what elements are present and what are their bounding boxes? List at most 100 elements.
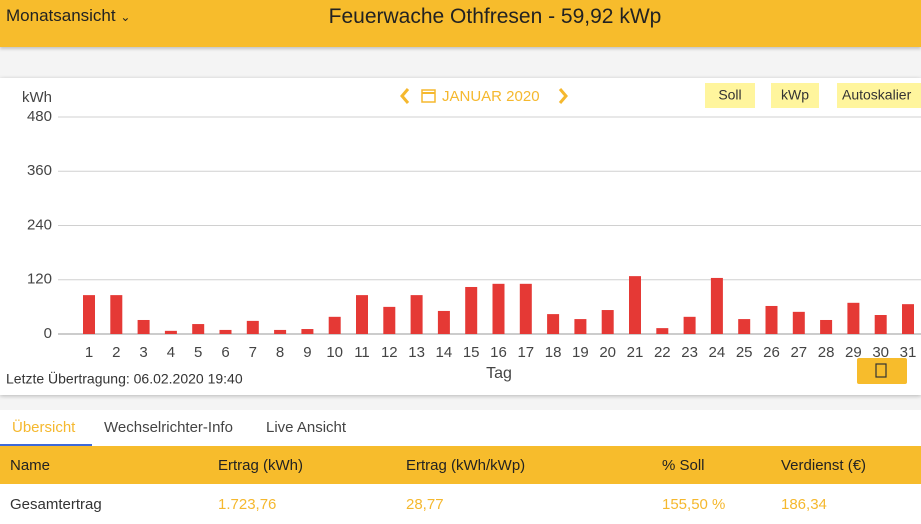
bar — [164, 330, 177, 334]
table-header: Name Ertrag (kWh) Ertrag (kWh/kWp) % Soll Ve… — [0, 446, 921, 484]
x-tick-label: 5 — [194, 344, 202, 361]
bar — [519, 283, 532, 334]
status: Letzte Übertragung: 06.02.2020 19:40 — [6, 370, 243, 387]
bar — [301, 329, 314, 334]
chart-button-label[interactable]: Soll — [718, 87, 741, 103]
x-tick-label: 10 — [326, 344, 343, 361]
x-tick-label: 23 — [681, 344, 698, 361]
bar — [137, 319, 150, 334]
bar — [847, 302, 860, 334]
x-tick-label: 27 — [790, 344, 807, 361]
x-tick-label: 14 — [436, 344, 453, 361]
tabs: Übersicht Wechselrichter-Info Live Ansicht — [0, 410, 921, 446]
table-cell: 155,50 % — [662, 496, 726, 513]
x-tick-label: 22 — [654, 344, 671, 361]
bar — [629, 276, 641, 334]
bar — [683, 316, 696, 334]
x-tick-label: 8 — [276, 344, 284, 361]
x-tick-label: 13 — [408, 344, 425, 361]
period-label[interactable]: JANUAR 2020 — [442, 88, 540, 105]
bar — [356, 295, 368, 334]
table-cell: 186,34 — [781, 496, 827, 513]
bar — [874, 315, 887, 334]
table-cell: 1.723,76 — [218, 496, 277, 513]
x-tick-label: 16 — [490, 344, 507, 361]
column-header: Ertrag (kWh) — [218, 457, 304, 474]
bar — [83, 295, 95, 334]
header: Monatsansicht ⌄ Feuerwache Othfresen - 5… — [0, 0, 921, 47]
view-menu-label[interactable]: Monatsansicht — [6, 6, 116, 25]
y-tick-label: 120 — [27, 271, 52, 288]
bar — [574, 319, 587, 334]
chart-button-label[interactable]: Autoskalier — [842, 87, 912, 103]
chart-button-bg[interactable] — [705, 83, 755, 108]
x-tick-label: 25 — [736, 344, 753, 361]
bar — [820, 319, 833, 334]
prev-month[interactable] — [400, 88, 410, 104]
x-axis-label: Tag — [486, 365, 512, 382]
chart: kWh JANUAR 2020 Tag Letzte Übertragung: … — [6, 83, 921, 387]
bar — [492, 283, 505, 334]
x-tick-label: 31 — [900, 344, 917, 361]
column-header: Name — [10, 457, 51, 474]
chart-button[interactable]: Soll — [705, 83, 755, 108]
y-axis-label: kWh — [22, 89, 52, 106]
x-tick-label: 3 — [139, 344, 147, 361]
column-header: Ertrag (kWh/kWp) — [406, 457, 526, 474]
chart-button[interactable]: Autoskalier — [837, 83, 921, 108]
y-tick-label: 480 — [27, 108, 52, 125]
x-tick-label: 1 — [85, 344, 93, 361]
table-cell: 28,77 — [406, 496, 444, 513]
y-tick-label: 360 — [27, 162, 52, 179]
x-tick-label: 12 — [381, 344, 398, 361]
x-tick-label: 6 — [221, 344, 229, 361]
column-header: % Soll — [662, 457, 705, 474]
next-month[interactable] — [558, 88, 568, 104]
chart-button-bg[interactable] — [771, 83, 819, 108]
x-tick-label: 4 — [167, 344, 175, 361]
bar — [765, 305, 778, 334]
y-tick-label: 0 — [44, 325, 52, 342]
bar — [437, 310, 450, 334]
chart-button-label[interactable]: kWp — [781, 87, 809, 103]
bar — [547, 314, 560, 334]
bar — [410, 295, 423, 334]
x-tick-label: 15 — [463, 344, 480, 361]
table-cell: Gesamtertrag — [10, 496, 102, 513]
bar — [192, 324, 205, 334]
bar — [274, 329, 287, 334]
bar — [246, 320, 259, 334]
x-tick-label: 19 — [572, 344, 589, 361]
x-tick-label: 29 — [845, 344, 862, 361]
column-header: Verdienst (€) — [781, 457, 867, 474]
download-button[interactable] — [857, 358, 907, 384]
x-tick-label: 26 — [763, 344, 780, 361]
x-tick-label: 20 — [599, 344, 616, 361]
calendar-icon — [421, 89, 436, 103]
x-tick-label: 24 — [709, 344, 726, 361]
bar — [902, 304, 914, 334]
tab[interactable]: Live Ansicht — [266, 419, 347, 436]
chart-card: kWh JANUAR 2020 Tag Letzte Übertragung: … — [0, 78, 921, 395]
x-tick-label: 21 — [627, 344, 644, 361]
tab[interactable]: Wechselrichter-Info — [104, 419, 233, 436]
x-tick-label: 17 — [517, 344, 534, 361]
tab[interactable]: Übersicht — [12, 419, 76, 436]
x-tick-label: 2 — [112, 344, 120, 361]
table-body: Gesamtertrag 1.723,76 28,77 155,50 % 186,34 — [0, 484, 921, 524]
bar — [710, 277, 723, 334]
x-tick-label: 11 — [354, 344, 370, 361]
bar — [601, 310, 614, 334]
bar — [656, 328, 669, 334]
active-tab-indicator — [0, 444, 92, 446]
bar — [110, 295, 123, 334]
x-tick-label: 7 — [249, 344, 257, 361]
chart-button-bg[interactable] — [837, 83, 921, 108]
y-tick-label: 240 — [27, 216, 52, 233]
x-tick-label: 18 — [545, 344, 562, 361]
bar — [219, 329, 232, 334]
bar — [738, 319, 751, 334]
chart-button[interactable]: kWp — [771, 83, 819, 108]
view-menu[interactable]: Monatsansicht ⌄ — [6, 6, 131, 25]
